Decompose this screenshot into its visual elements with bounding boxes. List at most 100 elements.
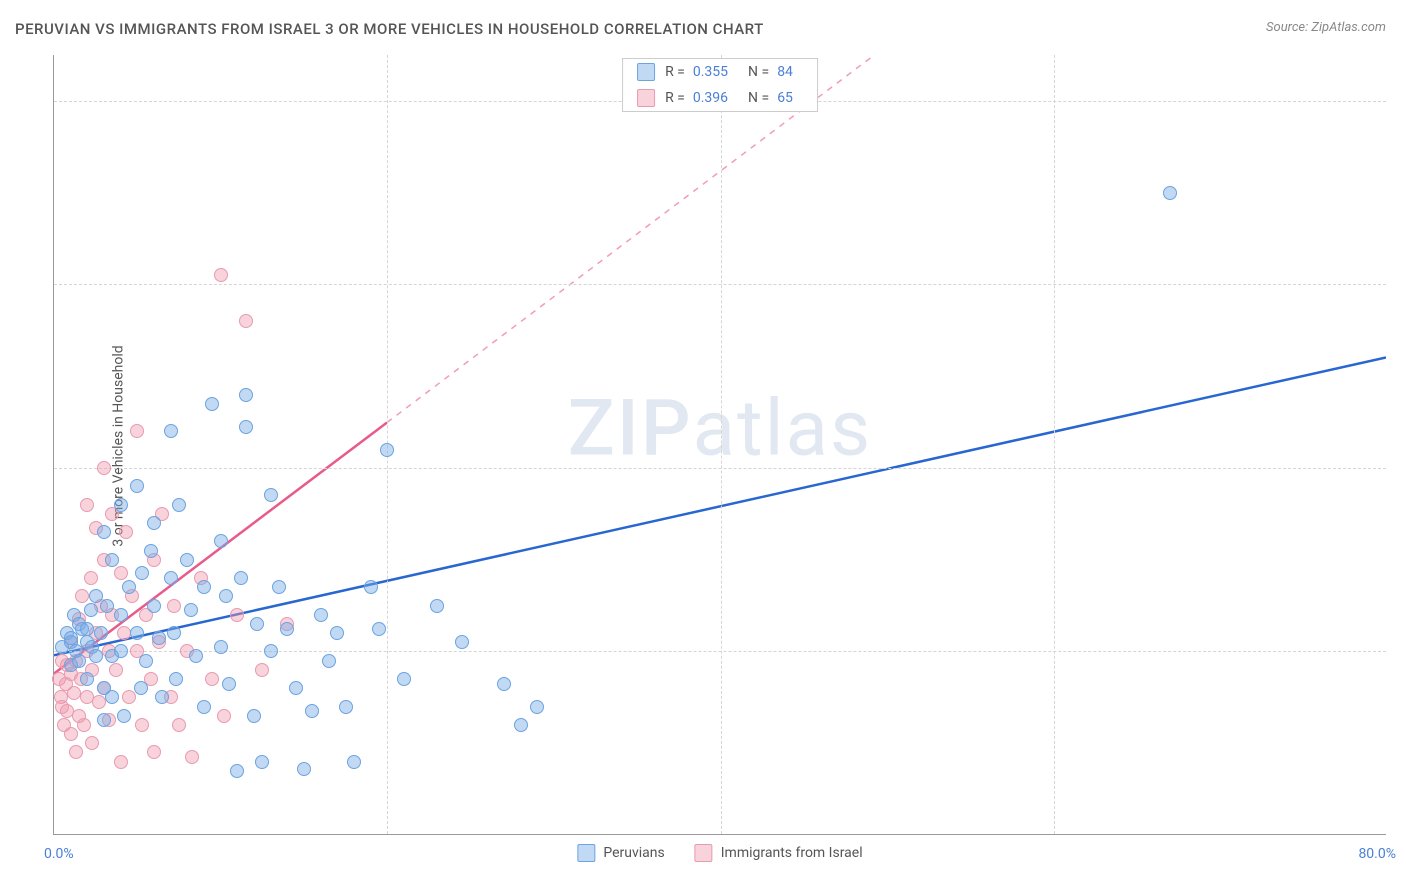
point-blue: [114, 644, 128, 658]
point-pink: [77, 718, 91, 732]
point-blue: [180, 553, 194, 567]
stat-r-label: R =: [665, 90, 685, 106]
point-blue: [234, 571, 248, 585]
point-blue: [314, 608, 328, 622]
point-blue: [152, 631, 166, 645]
point-blue: [247, 709, 261, 723]
legend-series-label: Peruvians: [603, 845, 664, 861]
point-blue: [264, 488, 278, 502]
point-blue: [80, 622, 94, 636]
point-blue: [255, 755, 269, 769]
point-pink: [75, 589, 89, 603]
point-pink: [119, 525, 133, 539]
point-pink: [64, 727, 78, 741]
legend-series-item: Peruvians: [577, 844, 664, 862]
point-blue: [205, 397, 219, 411]
swatch-icon: [637, 63, 655, 81]
point-blue: [130, 626, 144, 640]
point-blue: [105, 690, 119, 704]
point-blue: [117, 709, 131, 723]
point-blue: [155, 690, 169, 704]
point-pink: [114, 566, 128, 580]
y-tick-label: 80.0%: [1396, 93, 1406, 109]
stat-n-label: N =: [748, 64, 769, 80]
point-pink: [109, 663, 123, 677]
point-blue: [164, 571, 178, 585]
point-blue: [84, 603, 98, 617]
point-pink: [230, 608, 244, 622]
point-pink: [239, 314, 253, 328]
point-blue: [239, 388, 253, 402]
point-blue: [130, 479, 144, 493]
point-blue: [530, 700, 544, 714]
point-blue: [297, 762, 311, 776]
point-pink: [255, 663, 269, 677]
point-blue: [97, 713, 111, 727]
point-blue: [322, 654, 336, 668]
x-tick-label: 80.0%: [1358, 846, 1396, 862]
point-blue: [134, 681, 148, 695]
point-pink: [97, 461, 111, 475]
point-pink: [117, 626, 131, 640]
point-blue: [197, 580, 211, 594]
point-blue: [72, 654, 86, 668]
stat-n-value: 65: [777, 90, 793, 106]
point-blue: [135, 566, 149, 580]
point-blue: [167, 626, 181, 640]
point-blue: [214, 534, 228, 548]
point-blue: [305, 704, 319, 718]
point-blue: [347, 755, 361, 769]
point-blue: [105, 553, 119, 567]
point-blue: [164, 424, 178, 438]
point-blue: [372, 622, 386, 636]
point-blue: [380, 443, 394, 457]
y-tick-label: 20.0%: [1396, 643, 1406, 659]
gridline-v: [1054, 55, 1055, 834]
legend-series: Peruvians Immigrants from Israel: [577, 844, 862, 862]
point-blue: [189, 649, 203, 663]
point-blue: [64, 631, 78, 645]
point-blue: [514, 718, 528, 732]
legend-series-label: Immigrants from Israel: [721, 845, 863, 861]
stat-n-label: N =: [748, 90, 769, 106]
point-pink: [214, 268, 228, 282]
point-blue: [280, 622, 294, 636]
point-blue: [89, 649, 103, 663]
point-blue: [122, 580, 136, 594]
point-blue: [147, 599, 161, 613]
point-blue: [219, 589, 233, 603]
chart-container: PERUVIAN VS IMMIGRANTS FROM ISRAEL 3 OR …: [0, 0, 1406, 892]
point-blue: [1163, 186, 1177, 200]
point-blue: [289, 681, 303, 695]
point-pink: [80, 498, 94, 512]
chart-title: PERUVIAN VS IMMIGRANTS FROM ISRAEL 3 OR …: [15, 20, 764, 38]
point-blue: [139, 654, 153, 668]
point-blue: [339, 700, 353, 714]
point-pink: [69, 745, 83, 759]
legend-series-item: Immigrants from Israel: [695, 844, 863, 862]
point-blue: [430, 599, 444, 613]
point-blue: [80, 672, 94, 686]
point-pink: [85, 736, 99, 750]
point-blue: [114, 608, 128, 622]
point-blue: [230, 764, 244, 778]
point-blue: [364, 580, 378, 594]
point-blue: [147, 516, 161, 530]
point-blue: [239, 420, 253, 434]
swatch-icon: [637, 89, 655, 107]
point-blue: [94, 626, 108, 640]
point-pink: [205, 672, 219, 686]
legend-stat-row: R = 0.396 N = 65: [623, 85, 817, 111]
point-blue: [455, 635, 469, 649]
point-pink: [167, 599, 181, 613]
x-tick-label: 0.0%: [44, 846, 74, 862]
swatch-icon: [695, 844, 713, 862]
point-pink: [185, 750, 199, 764]
point-pink: [217, 709, 231, 723]
point-blue: [214, 640, 228, 654]
point-pink: [92, 695, 106, 709]
point-blue: [330, 626, 344, 640]
point-blue: [497, 677, 511, 691]
point-blue: [197, 700, 211, 714]
stat-n-value: 84: [777, 64, 793, 80]
